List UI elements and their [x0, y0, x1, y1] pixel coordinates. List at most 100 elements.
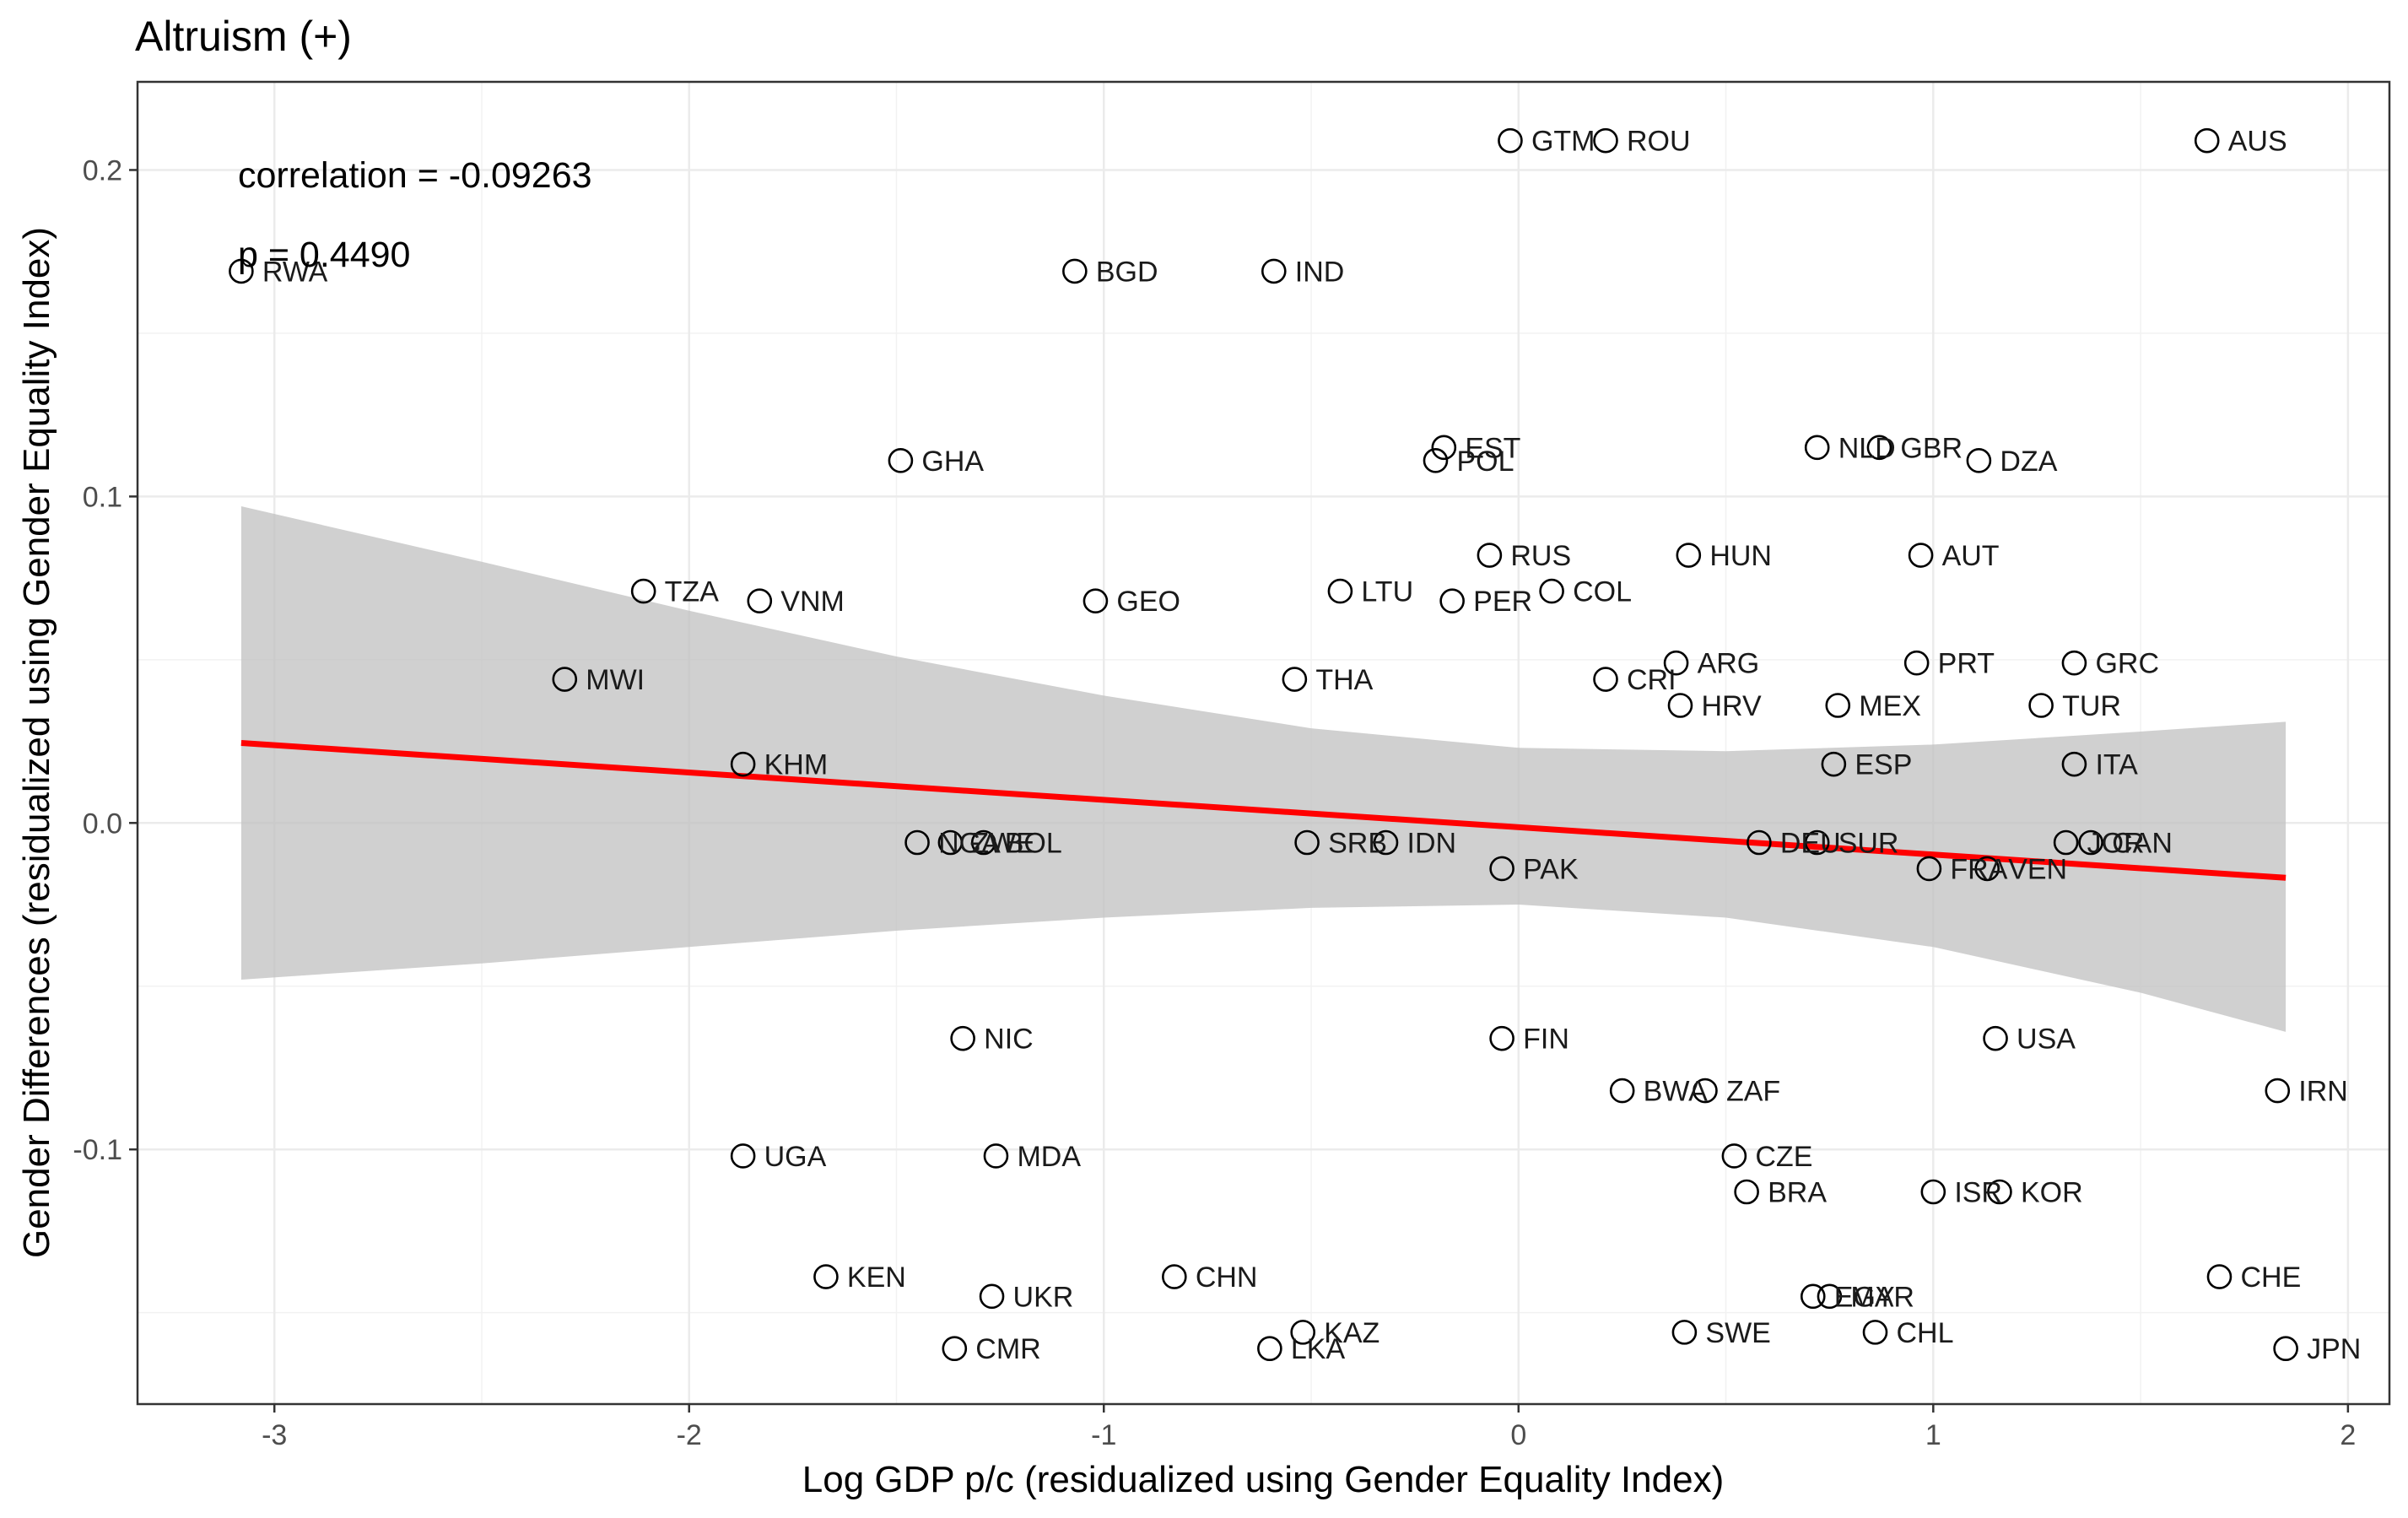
- data-point-label-irn: IRN: [2298, 1076, 2348, 1108]
- data-point-label-dza: DZA: [2000, 446, 2057, 478]
- data-point-label-ind: IND: [1295, 256, 1345, 288]
- fit-line-layer: [240, 740, 2287, 881]
- data-point-pak: [1489, 856, 1514, 882]
- data-point-label-ken: KEN: [847, 1261, 906, 1294]
- data-point-label-usa: USA: [2017, 1024, 2076, 1056]
- data-point-label-pol: POL: [1456, 446, 1514, 478]
- data-point-idn: [1373, 829, 1399, 856]
- x-tick-label: -2: [677, 1419, 702, 1451]
- data-point-chn: [1162, 1264, 1187, 1289]
- data-point-label-est: EST: [1465, 432, 1520, 464]
- data-point-label-gha: GHA: [921, 446, 984, 478]
- data-point-label-chl: CHL: [1897, 1317, 1954, 1349]
- data-point-label-vnm: VNM: [780, 586, 845, 618]
- data-point-gbr: [1866, 435, 1892, 461]
- data-point-aut: [1908, 543, 1934, 568]
- data-point-label-isr: ISR: [1954, 1177, 2002, 1209]
- data-point-label-pak: PAK: [1523, 853, 1579, 885]
- data-point-deu: [1747, 829, 1772, 856]
- data-point-label-col: COL: [1573, 576, 1632, 608]
- data-point-usa: [1983, 1025, 2008, 1051]
- y-axis-title: Gender Differences (residualized using G…: [16, 227, 57, 1258]
- data-point-khm: [730, 751, 756, 777]
- data-point-aus: [2194, 127, 2220, 154]
- data-point-tha: [1282, 667, 1308, 692]
- data-point-zwe: [937, 829, 964, 856]
- data-point-label-arg: ARG: [1698, 648, 1760, 680]
- data-point-hrv: [1667, 693, 1693, 718]
- data-point-jor: [2053, 829, 2079, 856]
- data-point-pol: [1423, 448, 1449, 473]
- data-point-mda: [983, 1143, 1009, 1169]
- data-point-label-jpn: JPN: [2307, 1333, 2361, 1365]
- data-point-label-kor: KOR: [2021, 1177, 2083, 1209]
- data-point-tza: [630, 578, 656, 604]
- data-point-mex: [1825, 693, 1851, 718]
- data-point-label-can: CAN: [2112, 828, 2173, 860]
- data-point-grc: [2061, 650, 2087, 676]
- data-point-lka: [1257, 1336, 1282, 1362]
- data-point-col: [1539, 578, 1564, 604]
- data-point-label-aut: AUT: [1942, 540, 2000, 572]
- data-point-label-che: CHE: [2240, 1261, 2301, 1294]
- x-tick-label: -3: [262, 1419, 287, 1451]
- data-point-label-uga: UGA: [764, 1141, 827, 1173]
- data-point-ltu: [1327, 578, 1353, 604]
- data-point-tur: [2028, 693, 2054, 718]
- data-point-label-esp: ESP: [1855, 749, 1912, 781]
- data-point-label-nld: NLD: [1838, 432, 1896, 464]
- data-point-label-ita: ITA: [2095, 749, 2138, 781]
- y-tick-label: -0.1: [73, 1134, 122, 1166]
- data-point-rus: [1477, 543, 1503, 568]
- data-point-label-lka: LKA: [1291, 1333, 1346, 1365]
- data-point-egy: [1800, 1283, 1826, 1310]
- x-tick-label: 0: [1510, 1419, 1526, 1451]
- data-point-hun: [1676, 543, 1702, 568]
- data-point-label-tha: THA: [1315, 664, 1373, 696]
- data-point-ind: [1261, 258, 1287, 284]
- data-point-gtm: [1498, 127, 1523, 154]
- data-point-label-bwa: BWA: [1644, 1076, 1709, 1108]
- data-point-label-mex: MEX: [1859, 690, 1921, 722]
- y-tick-label: 0.0: [83, 808, 122, 840]
- correlation-annotation: correlation = -0.09263: [238, 155, 592, 196]
- data-point-uga: [730, 1143, 756, 1169]
- data-point-geo: [1083, 588, 1109, 613]
- data-point-rwa: [229, 258, 254, 284]
- data-point-cze: [1721, 1143, 1747, 1169]
- data-point-label-aus: AUS: [2228, 126, 2287, 158]
- data-point-chl: [1862, 1320, 1888, 1345]
- data-point-per: [1439, 588, 1465, 613]
- data-point-label-mda: MDA: [1017, 1141, 1081, 1173]
- chart-title: Altruism (+): [135, 13, 352, 60]
- data-point-gha: [888, 448, 914, 473]
- data-point-bol: [970, 829, 996, 856]
- data-point-dza: [1966, 448, 1992, 473]
- data-point-label-zaf: ZAF: [1726, 1076, 1780, 1108]
- data-point-label-grc: GRC: [2095, 648, 2159, 680]
- data-point-label-swe: SWE: [1705, 1317, 1770, 1349]
- data-point-label-prt: PRT: [1938, 648, 1995, 680]
- data-point-cri: [1593, 667, 1618, 692]
- data-point-bgd: [1062, 258, 1088, 284]
- data-point-label-chn: CHN: [1196, 1261, 1258, 1294]
- data-point-jpn: [2273, 1336, 2298, 1362]
- data-point-ita: [2061, 751, 2087, 777]
- data-point-irn: [2265, 1078, 2291, 1104]
- data-point-isr: [1920, 1179, 1946, 1205]
- data-point-label-sur: SUR: [1838, 828, 1899, 860]
- data-point-label-kaz: KAZ: [1324, 1317, 1379, 1349]
- data-point-label-bgd: BGD: [1096, 256, 1158, 288]
- data-point-mar: [1817, 1283, 1843, 1310]
- data-point-ken: [813, 1264, 839, 1289]
- x-axis-title: Log GDP p/c (residualized using Gender E…: [802, 1459, 1724, 1500]
- data-point-ukr: [979, 1283, 1005, 1310]
- data-point-label-ven: VEN: [2008, 853, 2067, 885]
- data-point-nga: [904, 829, 930, 856]
- data-point-label-per: PER: [1473, 586, 1532, 618]
- p-value-annotation: p = 0.4490: [238, 235, 410, 275]
- data-point-label-cri: CRI: [1627, 664, 1676, 696]
- y-tick-label: 0.2: [83, 154, 122, 186]
- data-point-label-deu: DEU: [1780, 828, 1841, 860]
- data-point-est: [1431, 435, 1457, 461]
